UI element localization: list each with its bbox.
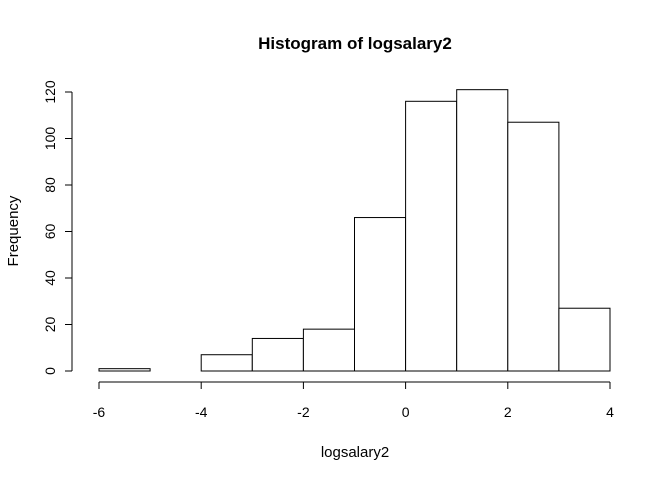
y-tick-label: 40 [42, 270, 58, 286]
histogram-bar [405, 100, 458, 372]
y-tick-label: 80 [42, 177, 58, 193]
x-tick-label: -6 [93, 404, 106, 420]
histogram-bar [456, 89, 509, 372]
histogram-bar [354, 217, 407, 372]
x-tick-label: 4 [606, 404, 614, 420]
histogram-bar [507, 121, 560, 372]
x-tick-label: -2 [297, 404, 310, 420]
x-tick-label: 2 [504, 404, 512, 420]
histogram-bar [251, 337, 304, 372]
bars-group [98, 89, 611, 372]
y-axis: 0 20 40 60 80 100 120 [42, 80, 73, 375]
histogram-bar [200, 354, 253, 372]
histogram-bar [98, 368, 151, 372]
x-tick-label: 0 [402, 404, 410, 420]
x-axis-label: logsalary2 [321, 444, 389, 461]
y-tick-label: 100 [42, 127, 58, 151]
y-axis-label: Frequency [5, 195, 22, 266]
chart-title: Histogram of logsalary2 [258, 34, 452, 53]
histogram-bar [302, 328, 355, 372]
y-tick-label: 120 [42, 80, 58, 104]
x-axis: -6 -4 -2 0 2 4 [93, 381, 614, 420]
y-tick-label: 0 [42, 367, 58, 375]
histogram-bar [558, 307, 611, 372]
x-tick-label: -4 [195, 404, 208, 420]
y-tick-label: 20 [42, 317, 58, 333]
y-tick-label: 60 [42, 224, 58, 240]
